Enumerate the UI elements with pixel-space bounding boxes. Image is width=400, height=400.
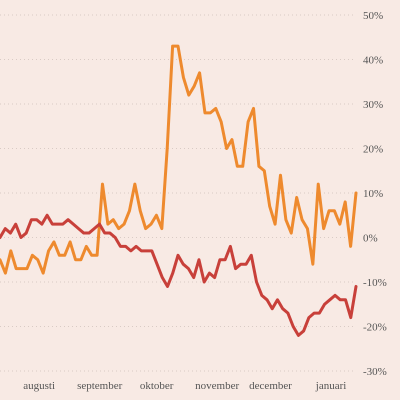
x-axis-ticks: augusti september oktober november december j… bbox=[23, 380, 346, 392]
y-tick-label: -30% bbox=[363, 366, 387, 378]
x-tick-label: januari bbox=[315, 380, 347, 392]
x-tick-label: augusti bbox=[23, 380, 55, 392]
x-tick-label: oktober bbox=[140, 380, 174, 392]
y-tick-label: 40% bbox=[363, 55, 383, 67]
x-tick-label: november bbox=[195, 380, 239, 392]
y-tick-label: 20% bbox=[363, 144, 383, 156]
x-tick-label: september bbox=[77, 380, 123, 392]
y-tick-label: -20% bbox=[363, 322, 387, 334]
series-lines bbox=[0, 44, 358, 337]
series-line-2 bbox=[0, 213, 358, 337]
y-tick-label: -10% bbox=[363, 277, 387, 289]
y-tick-label: 50% bbox=[363, 10, 383, 22]
grid-lines bbox=[0, 14, 356, 372]
y-tick-label: 0% bbox=[363, 233, 378, 245]
y-tick-label: 30% bbox=[363, 99, 383, 111]
y-axis-ticks: 50% 40% 30% 20% 10% 0% -10% -20% -30% bbox=[363, 10, 387, 378]
x-tick-label: december bbox=[249, 380, 292, 392]
series-line-1 bbox=[0, 44, 358, 275]
y-tick-label: 10% bbox=[363, 188, 383, 200]
